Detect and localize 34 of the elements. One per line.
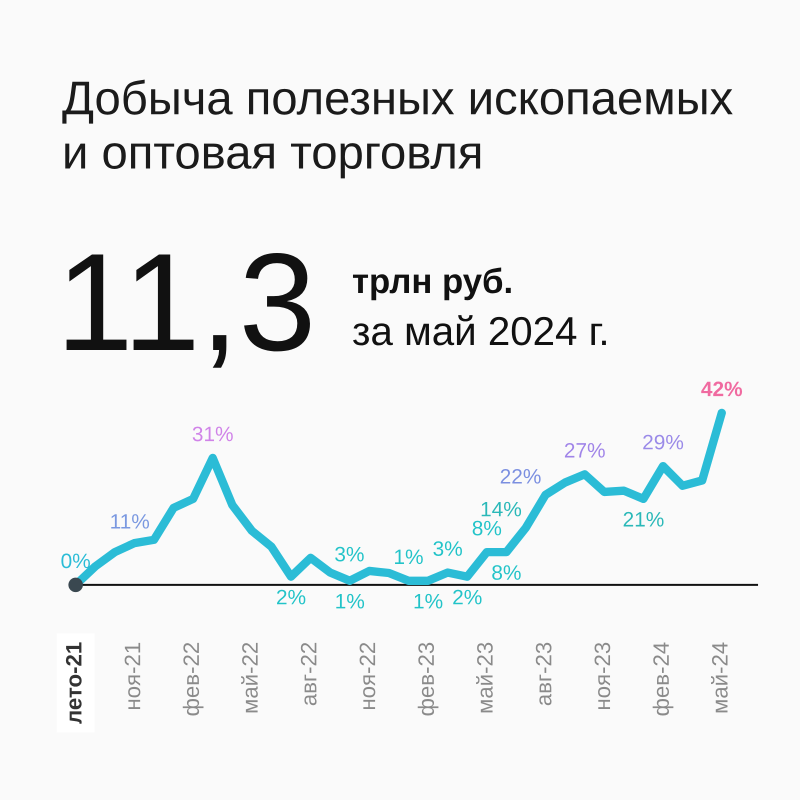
x-tick-label: фев-23	[418, 642, 438, 716]
data-label: 3%	[335, 546, 364, 562]
text: за май 2024 г.	[352, 315, 606, 346]
data-label: 0%	[61, 553, 90, 568]
x-tick-label: май-23	[476, 642, 493, 712]
text: 11,3	[66, 253, 310, 368]
x-tick-label: май-24	[711, 642, 728, 712]
text: трлн руб.	[352, 268, 511, 300]
data-label: 2%	[453, 590, 482, 604]
x-tick-label: лето-21	[66, 642, 82, 724]
data-label: 21%	[624, 512, 664, 527]
data-label: 3%	[433, 541, 462, 556]
data-label: 1%	[395, 549, 423, 564]
x-tick-label: авг-22	[300, 642, 317, 706]
x-tick-label: авг-23	[536, 642, 552, 706]
data-label: 14%	[482, 502, 522, 516]
data-label: 1%	[336, 594, 364, 608]
chart-title: Добыча полезных ископаемых и оптовая торговля	[62, 80, 733, 178]
data-label: 8%	[492, 565, 521, 580]
data-label: 22%	[500, 468, 541, 484]
data-label: 1%	[414, 594, 442, 608]
data-label: 29%	[643, 434, 684, 450]
data-label: 8%	[472, 520, 502, 536]
data-label: 2%	[277, 590, 306, 604]
x-tick-label: фев-24	[652, 642, 674, 716]
data-label: 27%	[564, 442, 605, 458]
x-tick-label: ноя-22	[360, 642, 376, 710]
data-label: 31%	[192, 426, 233, 442]
x-tick-label: фев-22	[182, 642, 204, 716]
data-label: 11%	[111, 514, 150, 529]
x-tick-label: ноя-23	[594, 642, 610, 710]
data-label: 42%	[701, 382, 742, 396]
x-tick-label: ноя-21	[124, 642, 140, 710]
x-tick-label: май-22	[241, 642, 258, 712]
